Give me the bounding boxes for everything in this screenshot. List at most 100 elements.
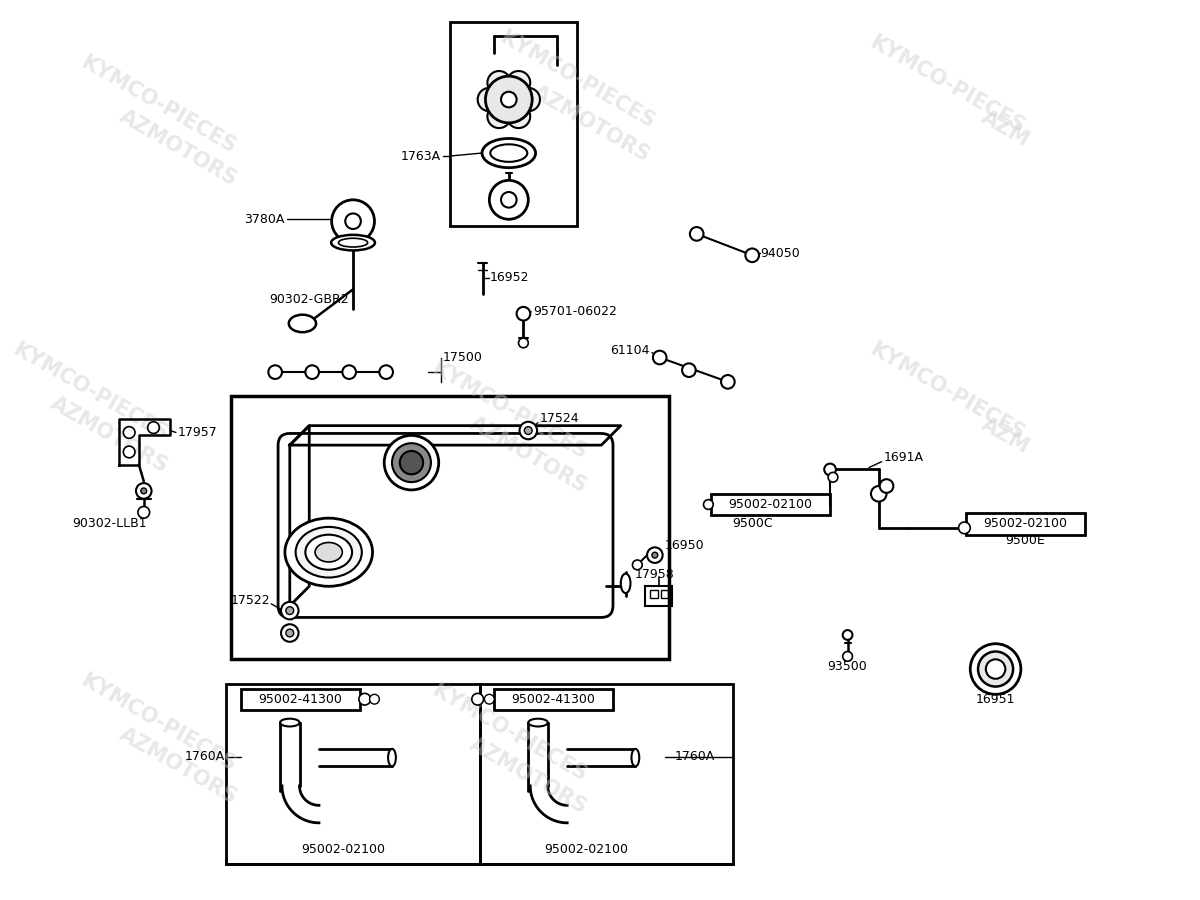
Text: AZM: AZM <box>978 107 1033 150</box>
Circle shape <box>384 436 439 490</box>
Text: 94050: 94050 <box>760 247 799 260</box>
Text: 3780A: 3780A <box>245 212 284 226</box>
Circle shape <box>502 92 516 107</box>
Circle shape <box>392 443 431 482</box>
Circle shape <box>986 660 1006 679</box>
Circle shape <box>828 472 838 482</box>
Circle shape <box>745 248 760 262</box>
Circle shape <box>331 200 374 243</box>
Bar <box>966 513 1085 535</box>
Text: 1763A: 1763A <box>401 149 440 163</box>
Circle shape <box>136 483 151 499</box>
Bar <box>232 397 670 660</box>
Circle shape <box>880 479 893 493</box>
Circle shape <box>516 307 530 320</box>
Text: 9500E: 9500E <box>1006 534 1045 547</box>
Circle shape <box>703 500 713 509</box>
Circle shape <box>370 694 379 704</box>
Circle shape <box>490 180 528 220</box>
Circle shape <box>487 71 511 94</box>
Ellipse shape <box>316 543 342 562</box>
Bar <box>241 688 360 710</box>
Circle shape <box>516 88 540 112</box>
Text: 17500: 17500 <box>443 351 482 364</box>
Circle shape <box>269 365 282 379</box>
Text: 95002-02100: 95002-02100 <box>728 498 812 511</box>
Bar <box>650 590 658 598</box>
Text: AZMOTORS: AZMOTORS <box>466 734 590 818</box>
Text: KYMCO-PIECES: KYMCO-PIECES <box>496 28 658 132</box>
Bar <box>302 455 324 475</box>
Circle shape <box>485 694 494 704</box>
Circle shape <box>379 365 392 379</box>
Circle shape <box>486 76 532 123</box>
Text: 1760A: 1760A <box>185 751 224 763</box>
Ellipse shape <box>388 749 396 767</box>
Ellipse shape <box>305 535 352 570</box>
Circle shape <box>721 375 734 389</box>
Ellipse shape <box>528 719 547 726</box>
Circle shape <box>690 227 703 240</box>
Ellipse shape <box>289 315 316 332</box>
Circle shape <box>124 427 134 438</box>
Circle shape <box>824 464 836 475</box>
Circle shape <box>359 693 371 705</box>
Text: KYMCO-PIECES: KYMCO-PIECES <box>77 670 239 775</box>
Ellipse shape <box>482 139 535 167</box>
Circle shape <box>971 644 1021 694</box>
Circle shape <box>502 192 516 208</box>
Circle shape <box>281 625 299 642</box>
Circle shape <box>842 630 852 640</box>
Circle shape <box>653 351 666 364</box>
Text: AZM: AZM <box>978 414 1033 457</box>
Polygon shape <box>120 418 170 464</box>
Text: 16951: 16951 <box>976 693 1015 706</box>
Text: 17524: 17524 <box>540 412 580 426</box>
Circle shape <box>148 422 160 434</box>
Ellipse shape <box>284 518 372 586</box>
Text: KYMCO-PIECES: KYMCO-PIECES <box>77 52 239 157</box>
Bar <box>494 688 613 710</box>
Text: 1691A: 1691A <box>883 451 924 464</box>
Ellipse shape <box>331 235 374 250</box>
Circle shape <box>978 652 1013 687</box>
Circle shape <box>487 104 511 128</box>
Text: 90302-LLB1: 90302-LLB1 <box>72 517 146 529</box>
Circle shape <box>140 488 146 494</box>
Text: 95002-41300: 95002-41300 <box>511 693 595 706</box>
Circle shape <box>506 104 530 128</box>
Circle shape <box>524 427 532 435</box>
Ellipse shape <box>295 526 362 578</box>
Text: 16952: 16952 <box>490 271 529 284</box>
Circle shape <box>520 422 538 439</box>
Circle shape <box>632 560 642 570</box>
Circle shape <box>281 602 299 619</box>
Text: AZMOTORS: AZMOTORS <box>529 82 654 166</box>
Text: KYMCO-PIECES: KYMCO-PIECES <box>866 339 1028 444</box>
Circle shape <box>506 71 530 94</box>
Text: 61104: 61104 <box>611 344 650 357</box>
Text: KYMCO-PIECES: KYMCO-PIECES <box>428 680 590 785</box>
Bar <box>295 450 331 482</box>
Bar <box>712 494 830 515</box>
Text: KYMCO-PIECES: KYMCO-PIECES <box>428 358 590 464</box>
Circle shape <box>305 365 319 379</box>
Circle shape <box>346 213 361 229</box>
Ellipse shape <box>620 573 630 593</box>
Ellipse shape <box>338 238 367 247</box>
Text: 93500: 93500 <box>828 660 868 672</box>
Text: 95701-06022: 95701-06022 <box>533 305 617 319</box>
Text: KYMCO-PIECES: KYMCO-PIECES <box>10 339 172 444</box>
Circle shape <box>959 522 971 534</box>
Bar <box>480 684 733 864</box>
Circle shape <box>842 652 852 662</box>
FancyBboxPatch shape <box>278 434 613 617</box>
Text: 95002-02100: 95002-02100 <box>984 518 1068 530</box>
Text: 9500C: 9500C <box>733 517 773 529</box>
Circle shape <box>472 693 484 705</box>
Circle shape <box>652 553 658 558</box>
Bar <box>450 22 577 226</box>
Circle shape <box>871 486 887 501</box>
Text: KYMCO-PIECES: KYMCO-PIECES <box>866 32 1028 138</box>
Text: 95002-41300: 95002-41300 <box>258 693 342 706</box>
